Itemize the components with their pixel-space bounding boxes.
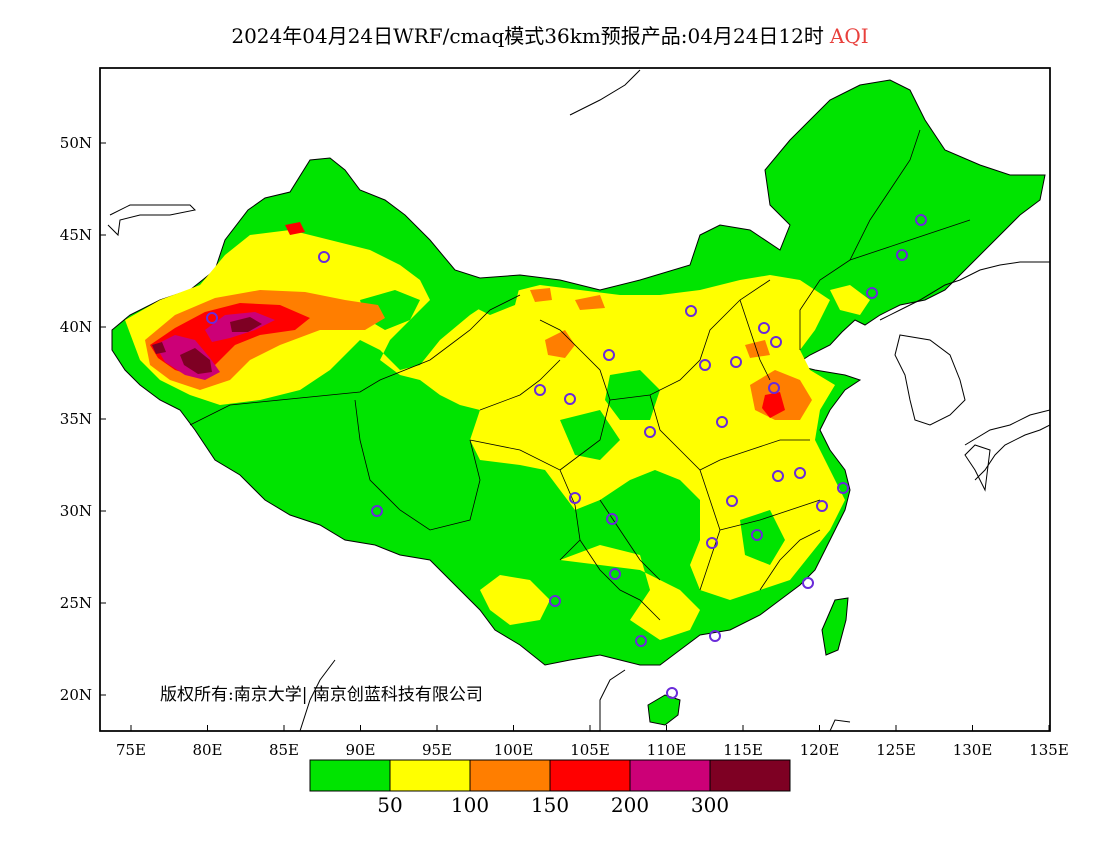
station-marker [709, 630, 721, 642]
aqi-legend: 50 100 150 200 300 [309, 759, 791, 817]
latitude-label: 35N [60, 410, 92, 428]
longitude-label: 100E [494, 741, 534, 759]
copyright-text: 版权所有:南京大学| 南京创蓝科技有限公司 [160, 685, 483, 705]
longitude-label: 120E [800, 741, 840, 759]
longitude-label: 110E [647, 741, 687, 759]
station-marker [730, 356, 742, 368]
station-marker [896, 249, 908, 261]
longitude-label: 95E [422, 741, 452, 759]
station-marker [768, 382, 780, 394]
longitude-label: 80E [192, 741, 222, 759]
station-marker [534, 384, 546, 396]
station-marker [758, 322, 770, 334]
latitude-axis: 50N 45N 40N 35N 30N 25N 20N [60, 134, 106, 704]
station-markers [206, 214, 927, 699]
latitude-label: 25N [60, 594, 92, 612]
station-marker [371, 505, 383, 517]
longitude-label: 85E [269, 741, 299, 759]
station-marker [726, 495, 738, 507]
station-marker [635, 635, 647, 647]
taiwan-island [821, 597, 849, 656]
station-marker [564, 393, 576, 405]
station-marker [206, 312, 218, 324]
legend-threshold-label: 100 [451, 793, 489, 817]
station-marker [716, 416, 728, 428]
title-main: 2024年04月24日WRF/cmaq模式36km预报产品:04月24日12时 [231, 24, 824, 48]
title-variable: AQI [829, 24, 869, 48]
longitude-label: 130E [953, 741, 993, 759]
aqi-good-pockets [360, 285, 785, 565]
station-marker [816, 500, 828, 512]
legend-threshold-label: 200 [611, 793, 649, 817]
longitude-label: 115E [723, 741, 763, 759]
station-marker [603, 349, 615, 361]
longitude-label: 75E [116, 741, 146, 759]
map-title: 2024年04月24日WRF/cmaq模式36km预报产品:04月24日12时 A… [0, 20, 1100, 49]
station-marker [644, 426, 656, 438]
latitude-label: 30N [60, 502, 92, 520]
legend-threshold-label: 50 [377, 793, 402, 817]
station-marker [866, 287, 878, 299]
aqi-hazardous-areas [152, 317, 262, 374]
station-marker [609, 568, 621, 580]
legend-swatch [469, 759, 551, 792]
station-marker [915, 214, 927, 226]
station-marker [699, 359, 711, 371]
latitude-label: 50N [60, 134, 92, 152]
legend-threshold-label: 300 [691, 793, 729, 817]
legend-threshold-label: 150 [531, 793, 569, 817]
station-marker [837, 482, 849, 494]
station-marker [685, 305, 697, 317]
legend-swatch [549, 759, 631, 792]
latitude-label: 20N [60, 686, 92, 704]
hainan-island [647, 694, 681, 726]
latitude-label: 40N [60, 318, 92, 336]
neighbor-coastlines [107, 69, 1050, 731]
legend-swatch [709, 759, 791, 792]
longitude-label: 125E [876, 741, 916, 759]
station-marker [794, 467, 806, 479]
station-marker [549, 595, 561, 607]
station-marker [802, 577, 814, 589]
station-marker [606, 513, 618, 525]
longitude-label: 105E [570, 741, 610, 759]
station-marker [770, 336, 782, 348]
legend-swatch [309, 759, 391, 792]
station-marker [772, 470, 784, 482]
station-marker [318, 251, 330, 263]
latitude-label: 45N [60, 226, 92, 244]
station-marker [569, 492, 581, 504]
station-marker [666, 687, 678, 699]
longitude-label: 135E [1029, 741, 1069, 759]
legend-swatch [629, 759, 711, 792]
longitude-label: 90E [345, 741, 375, 759]
station-marker [751, 529, 763, 541]
longitude-axis: 75E 80E 85E 90E 95E 100E 105E 110E 115E 120E 125E 1… [116, 725, 1069, 759]
station-marker [706, 537, 718, 549]
legend-swatch [389, 759, 471, 792]
